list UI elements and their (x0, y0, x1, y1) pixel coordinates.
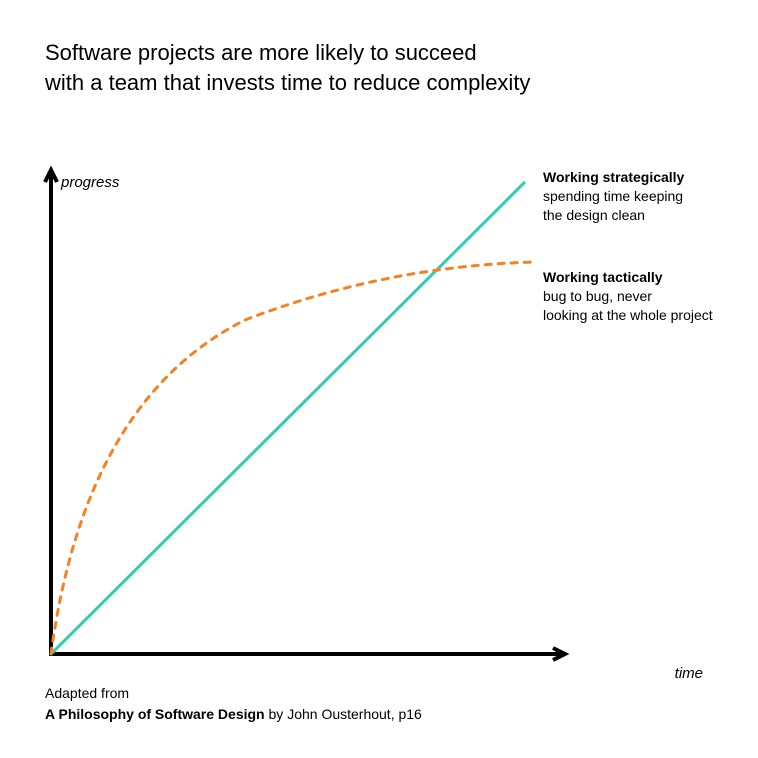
callout-tactical: Working tactically bug to bug, never loo… (543, 268, 713, 325)
callout-tactical-line2: looking at the whole project (543, 307, 713, 323)
attribution-byline: by John Ousterhout, p16 (265, 706, 422, 722)
attribution-prefix: Adapted from (45, 685, 129, 701)
chart-title: Software projects are more likely to suc… (45, 38, 530, 97)
series-tactical-curve (51, 262, 535, 654)
chart-area: progress time Working strategically spen… (45, 170, 715, 660)
attribution-source: A Philosophy of Software Design (45, 706, 265, 722)
title-line-1: Software projects are more likely to suc… (45, 40, 477, 65)
callout-strategic-line2: the design clean (543, 207, 645, 223)
callout-strategic: Working strategically spending time keep… (543, 168, 684, 225)
callout-tactical-line1: bug to bug, never (543, 288, 652, 304)
chart-svg (45, 170, 715, 670)
title-line-2: with a team that invests time to reduce … (45, 70, 530, 95)
callout-strategic-line1: spending time keeping (543, 188, 683, 204)
callout-tactical-title: Working tactically (543, 268, 713, 287)
series-strategic-line (51, 182, 525, 654)
x-axis-label: time (675, 665, 703, 682)
callout-strategic-title: Working strategically (543, 168, 684, 187)
y-axis-label: progress (61, 174, 119, 191)
attribution: Adapted from A Philosophy of Software De… (45, 683, 422, 724)
